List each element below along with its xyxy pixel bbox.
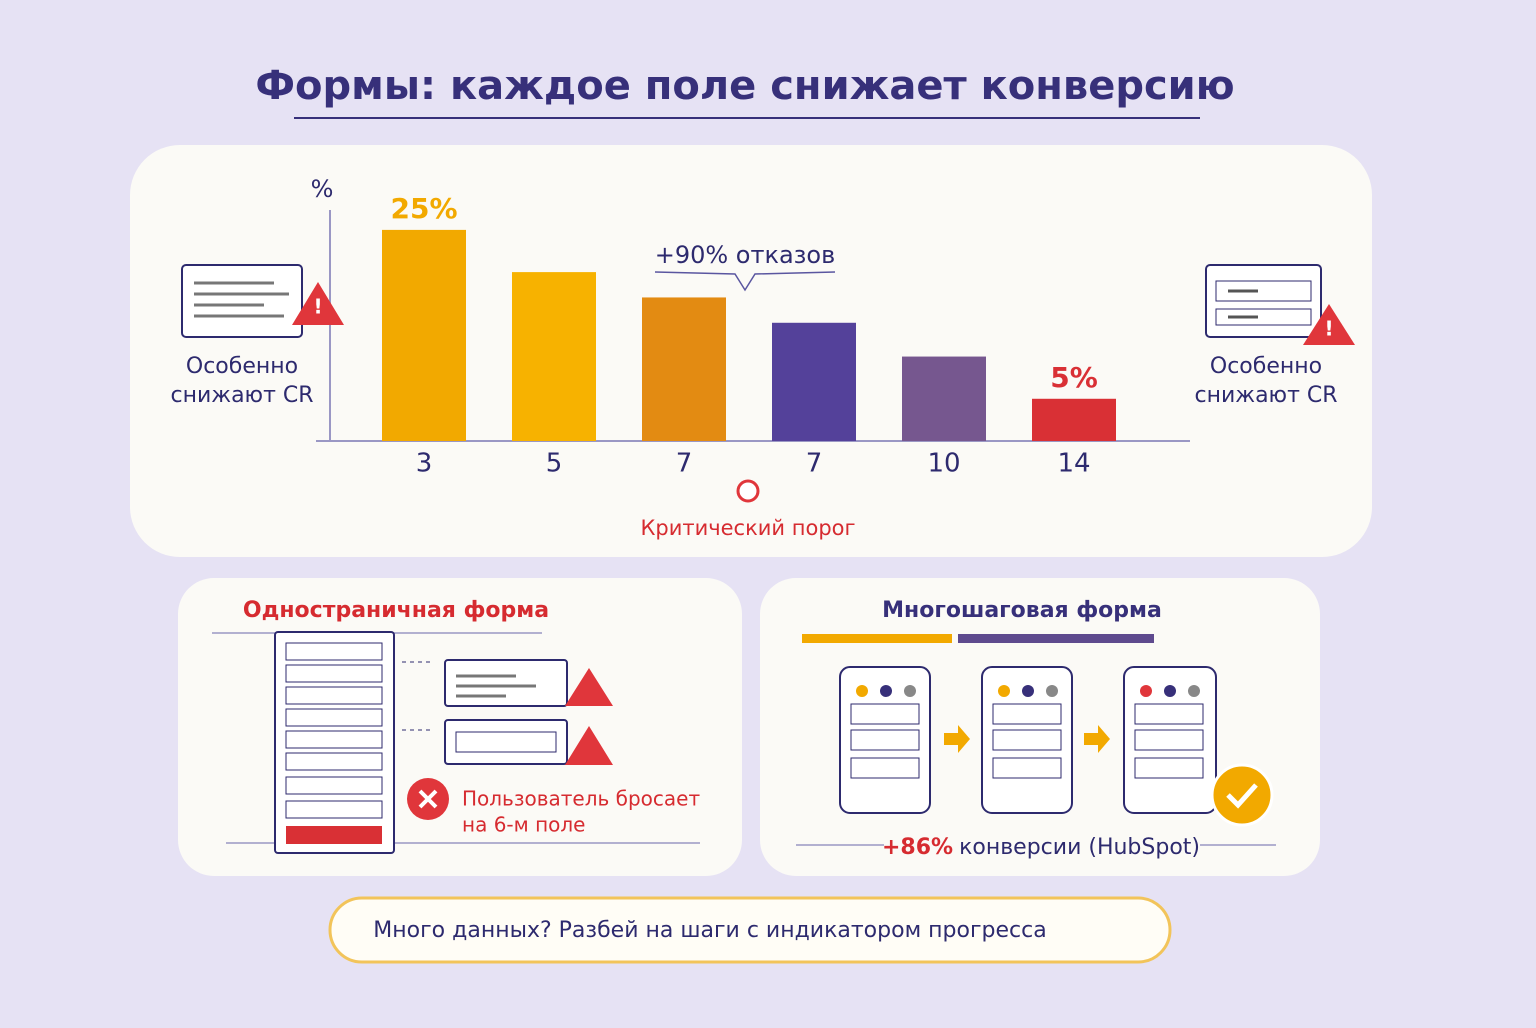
x-tick-label: 7 (676, 449, 693, 479)
title: Формы: каждое поле снижает конверсию (255, 63, 1234, 109)
result-value: +86% (882, 835, 953, 860)
phones (839, 666, 1217, 814)
side-note: снижают CR (1194, 383, 1337, 408)
result-text: конверсии (HubSpot) (959, 835, 1200, 860)
card-title: Многошаговая форма (882, 598, 1162, 623)
bar (772, 322, 856, 441)
x-tick-label: 14 (1057, 449, 1090, 479)
tip: Много данных? Разбей на шаги с индикатор… (373, 918, 1046, 943)
value-label: 25% (390, 192, 457, 225)
side-note: Особенно (186, 354, 298, 379)
x-tick-label: 10 (927, 449, 960, 479)
tip-box (328, 896, 1172, 964)
bar (382, 229, 466, 441)
progress (958, 634, 1154, 643)
y-axis-label: % (311, 175, 334, 203)
note: на 6-м поле (462, 813, 585, 837)
error-cross (418, 789, 438, 809)
x-tick-label: 7 (806, 449, 823, 479)
result: +86% конверсии (HubSpot) (882, 835, 1200, 860)
select-icon: ! (1205, 264, 1355, 345)
svg-text:!: ! (1324, 317, 1333, 341)
bar (512, 272, 596, 441)
side-note: снижают CR (170, 383, 313, 408)
x-tick-label: 3 (416, 449, 433, 479)
side-note: Особенно (1210, 354, 1322, 379)
doc-icon: ! (181, 264, 344, 338)
threshold-label: Критический порог (640, 516, 855, 540)
check-mark (1226, 783, 1258, 809)
form-mockup (274, 631, 568, 854)
x-tick-label: 5 (546, 449, 563, 479)
value-label: 5% (1050, 361, 1098, 394)
annotation-callout (654, 271, 836, 292)
annotation: +90% отказов (655, 241, 836, 269)
bar (902, 356, 986, 441)
progress (802, 634, 952, 643)
threshold-marker (736, 479, 760, 503)
bar (642, 297, 726, 441)
card-title: Одностраничная форма (243, 598, 549, 623)
bar (1032, 398, 1116, 441)
warning-icons (565, 668, 613, 765)
step-dots (856, 685, 1200, 697)
note: Пользователь бросает (462, 787, 700, 811)
svg-text:!: ! (313, 295, 322, 319)
check-icon (1210, 763, 1274, 827)
